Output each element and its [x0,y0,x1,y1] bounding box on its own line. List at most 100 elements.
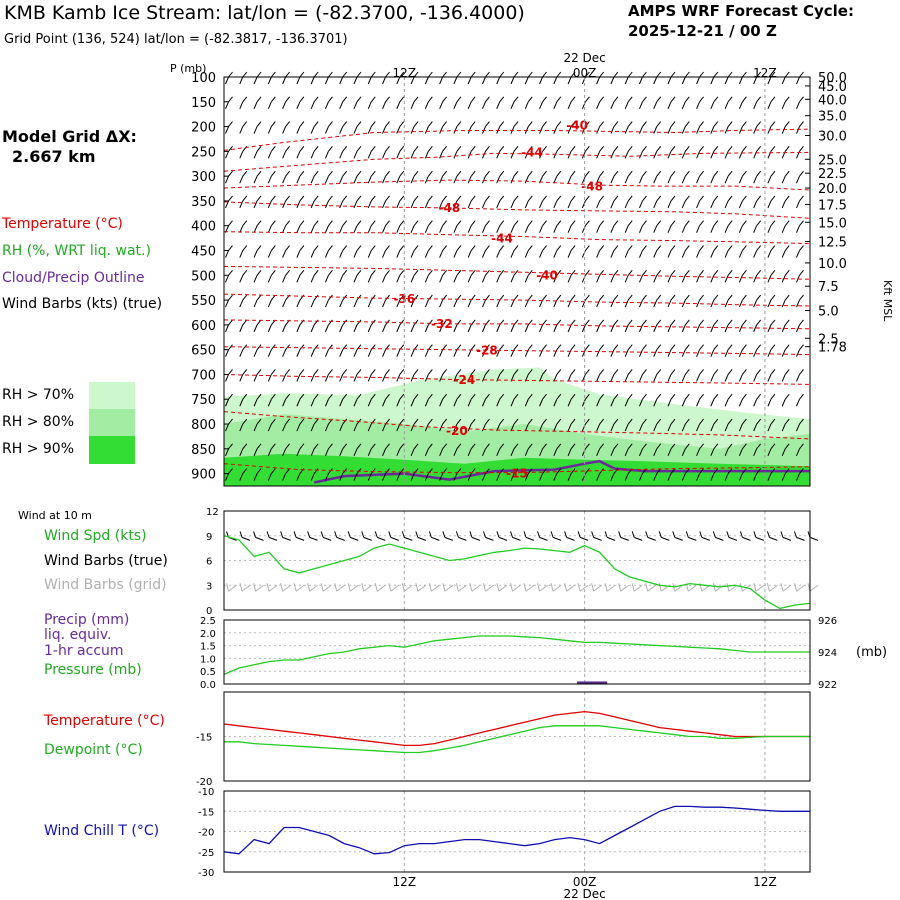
wind-barb-flag [670,393,676,400]
wind-barb-flag [556,418,562,425]
wind-barb-flag [313,418,319,425]
grid-wind-barb [390,584,400,592]
true-wind-barb-flag [550,531,554,538]
wind-barb-flag [413,220,419,227]
wind-barb-flag [741,443,747,450]
wind-barb-staff [524,101,529,109]
true-wind-barb-flag [334,531,338,538]
wind-barb-flag [242,96,248,103]
wind-barb-flag [684,121,690,127]
wind-barb-staff [667,324,672,333]
grid-wind-barb-flag [793,583,797,592]
wind-barb-flag [356,71,362,78]
wind-barb-flag [228,269,233,276]
wind-barb-flag [499,146,505,152]
grid-wind-barb [349,584,359,592]
pressure-tick-label: 550 [191,294,216,309]
grid-wind-barb [769,584,778,592]
wind-barb-flag [670,71,676,78]
wind-barb-staff [324,473,329,481]
wind-barb-staff [753,399,758,407]
wind-barb-flag [713,121,719,127]
wind-barb-staff [282,324,287,333]
wind-barb-staff [382,76,386,85]
wind-barb-flag [270,369,276,375]
true-wind-barb [674,536,683,541]
wind-barb-staff [310,473,315,481]
wind-barb-staff [225,399,229,407]
wind-barb-staff [624,200,629,209]
wind-barb-flag [242,269,248,276]
kft-tick-label: 7.5 [818,280,839,295]
true-wind-barb-flag [591,531,595,538]
temp-contour [223,411,811,440]
wind-barb-staff [696,423,701,432]
wind-barb-flag [513,146,519,152]
wind-barb-staff [453,250,458,258]
grid-wind-barb [282,584,291,592]
wind-barb-staff [296,151,301,159]
true-wind-barb-flag [510,531,513,538]
wind-barb-staff [596,374,601,382]
wind-barb-staff [553,473,558,481]
kft-tick-label: 5.0 [818,305,839,320]
wind-barb-flag [584,294,590,301]
wind-barb-staff [553,275,558,283]
wind-barb-flag [613,245,619,251]
wind-barb-staff [481,399,486,407]
wind-barb-staff [382,126,386,134]
wind-barb-staff [596,423,601,432]
wind-barb-flag [413,319,419,326]
wind-barb-staff [767,250,772,258]
wind-barb-staff [225,349,229,357]
wind-barb-flag [485,369,490,375]
temp-contour [223,265,811,280]
wind-barb-staff [253,374,258,382]
wind-barb-staff [439,324,444,333]
true-wind-barb [322,536,332,541]
wind-barb-staff [253,473,258,481]
wind-barb-staff [539,225,544,233]
true-wind-barb-flag [374,531,378,538]
grid-wind-barb-flag [537,583,541,592]
wind-barb-staff [424,473,429,481]
wind-barb-flag [385,468,390,474]
wind-barb-flag [285,443,290,450]
windchill-tick-label: -25 [198,848,214,859]
wind-barb-staff [310,423,315,432]
wind-barb-flag [228,468,233,474]
wind-barb-flag [242,170,248,177]
true-wind-barb [485,536,494,541]
true-wind-barb [255,536,264,541]
wind-barb-staff [624,349,629,357]
wind-barb-flag [413,245,419,251]
wind-barb-flag [570,146,576,152]
wind-barb-staff [653,76,658,85]
wind-barb-flag [485,344,490,350]
wind-barb-staff [339,299,344,308]
wind-barb-staff [253,151,258,159]
wind-barb-staff [681,200,686,209]
wind-barb-flag [713,369,719,375]
kft-tick-label: 2.5 [818,332,839,347]
wind-barb-flag [613,468,619,474]
profile-panel: -40-44-48-48-44-40-36-32-28-24-20-15P (m… [170,51,894,487]
legend-rh90-swatch [89,436,135,464]
wind-barb-flag [470,96,476,103]
wind-barb-flag [456,170,462,177]
wind-barb-staff [781,374,786,382]
wind-barb-flag [713,344,719,350]
grid-wind-barb [485,584,494,592]
wind-barb-flag [313,71,319,78]
wind-barb-staff [496,275,501,283]
wind-barb-staff [681,324,686,333]
wind-barb-staff [781,175,786,184]
bottom-time-label: 12Z [753,875,777,889]
wind-barb-staff [453,175,458,184]
wind-barb-staff [339,250,344,258]
temp-contour-label: -15 [506,467,528,481]
wind-barb-flag [699,245,704,251]
wind-barb-flag [556,443,562,450]
wind-barb-staff [296,250,301,258]
wind-barb-flag [442,71,448,78]
